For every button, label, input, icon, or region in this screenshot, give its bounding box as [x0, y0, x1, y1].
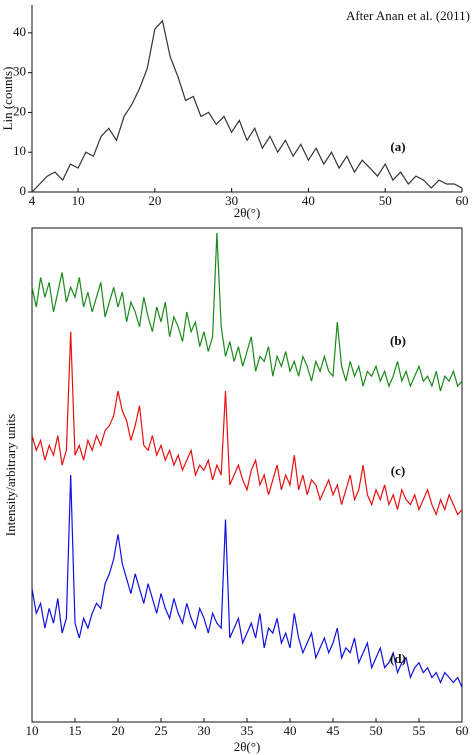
x-tick-label: 60 [456, 193, 469, 208]
x-tick-label: 20 [148, 193, 161, 208]
x-tick-label: 60 [456, 723, 469, 738]
x-tick-label: 10 [72, 193, 85, 208]
x-axis-label: 2θ(°) [234, 739, 261, 754]
x-tick-label: 50 [370, 723, 383, 738]
x-tick-label: 40 [284, 723, 297, 738]
y-tick-label: 0 [20, 183, 27, 198]
x-tick-label: 20 [112, 723, 125, 738]
data-line [31, 232, 463, 392]
x-axis-label: 2θ(°) [234, 205, 261, 220]
y-tick-label: 40 [13, 24, 26, 39]
x-tick-label: 4 [29, 193, 36, 208]
x-tick-label: 10 [26, 723, 39, 738]
annotation: After Anan et al. (2011) [346, 8, 470, 23]
series-label: (a) [390, 139, 405, 154]
x-tick-label: 30 [198, 723, 211, 738]
data-line [31, 19, 463, 193]
x-tick-label: 35 [241, 723, 254, 738]
y-tick-label: 30 [13, 64, 26, 79]
y-tick-label: 10 [13, 143, 26, 158]
data-line [31, 331, 463, 517]
x-tick-label: 30 [225, 193, 238, 208]
y-tick-label: 20 [13, 103, 26, 118]
x-tick-label: 45 [327, 723, 340, 738]
y-axis-label: Intensity/arbitrary units [3, 414, 18, 536]
series-label: (d) [390, 651, 406, 666]
x-tick-label: 50 [379, 193, 392, 208]
x-tick-label: 15 [69, 723, 82, 738]
x-tick-label: 40 [302, 193, 315, 208]
y-axis-label: Lin (counts) [0, 67, 15, 131]
series-label: (b) [390, 333, 406, 348]
series-label: (c) [391, 463, 405, 478]
data-line [31, 474, 463, 688]
x-tick-label: 25 [155, 723, 168, 738]
x-tick-label: 55 [413, 723, 426, 738]
